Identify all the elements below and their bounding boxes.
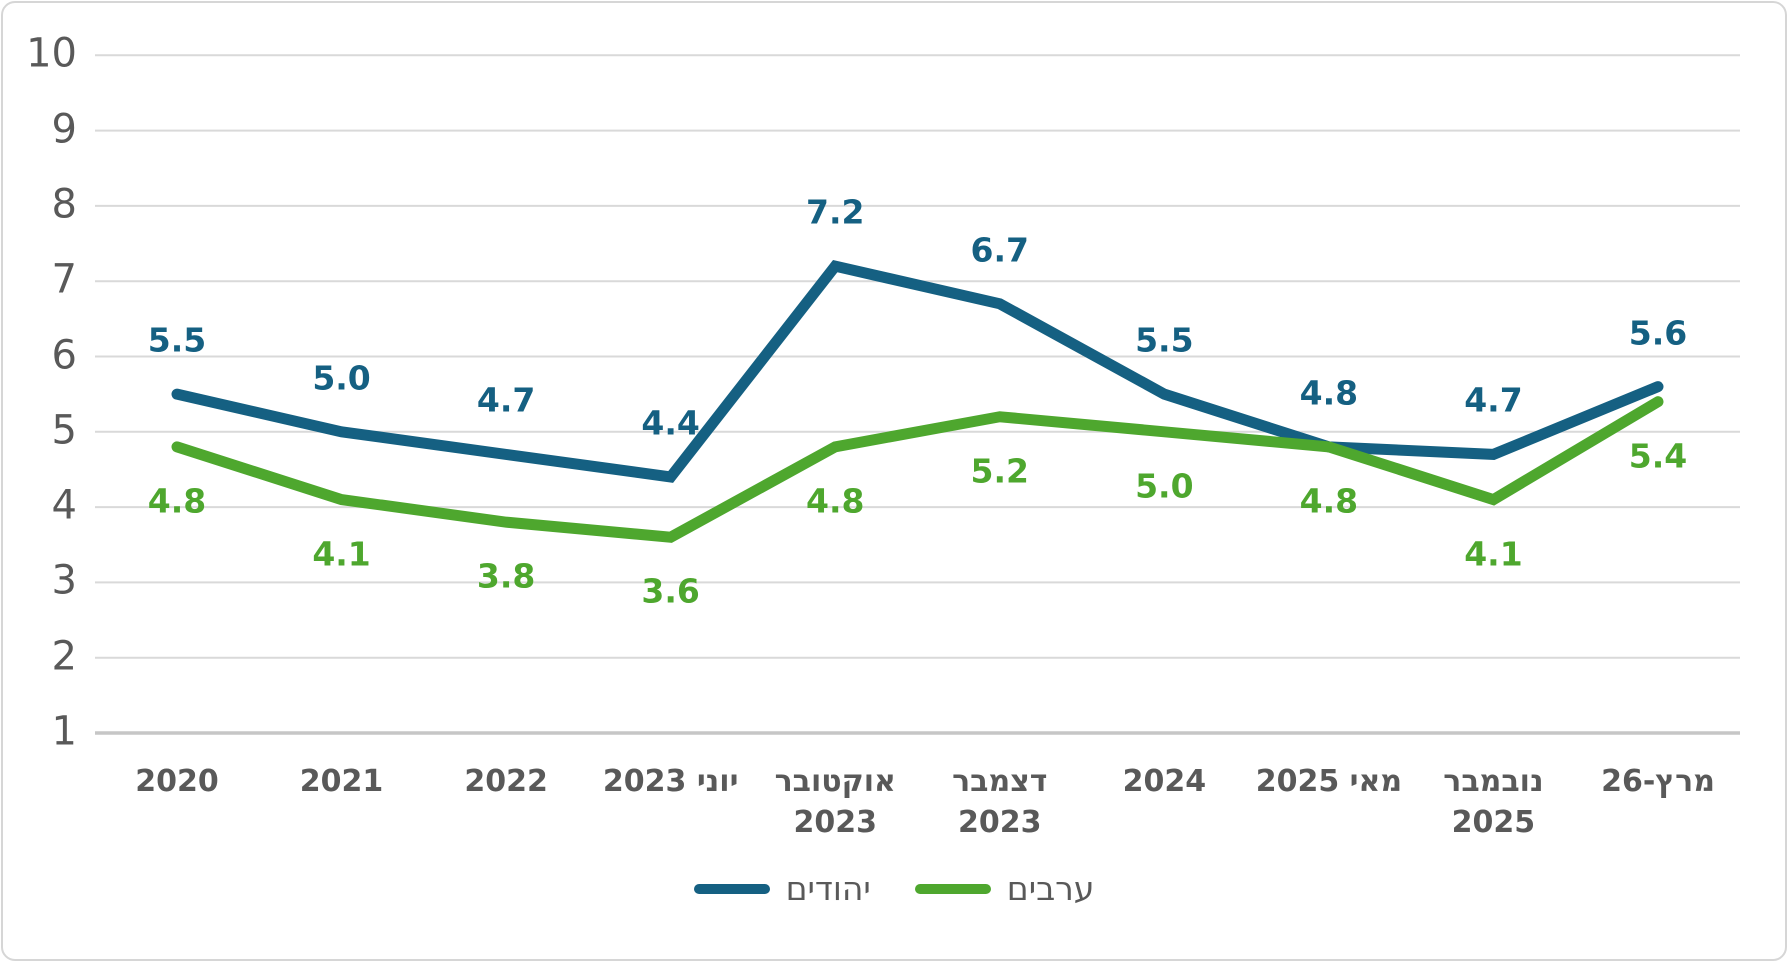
data-label: 4.8 <box>805 481 865 521</box>
x-tick-label: נובמבר 2025 <box>1443 764 1544 840</box>
x-tick-label: 2021 <box>299 764 384 799</box>
y-tick-label: 3 <box>51 557 77 604</box>
data-label: 4.8 <box>147 481 207 521</box>
legend-swatch-jews <box>693 883 770 894</box>
x-tick-label: 2020 <box>135 764 219 799</box>
x-tick-label: 2024 <box>1122 764 1207 799</box>
data-label: 4.8 <box>1299 373 1359 413</box>
data-label: 5.4 <box>1628 436 1688 476</box>
data-label: 5.5 <box>147 320 207 360</box>
y-tick-label: 5 <box>51 407 77 454</box>
y-tick-label: 10 <box>26 30 77 77</box>
data-label: 4.4 <box>641 403 700 443</box>
data-label: 3.6 <box>641 571 700 611</box>
y-tick-label: 4 <box>51 482 77 529</box>
data-label: 4.1 <box>1464 534 1523 574</box>
y-tick-label: 9 <box>51 105 77 152</box>
data-label: 7.2 <box>805 192 865 232</box>
legend-swatch-arabs <box>914 883 991 894</box>
legend: יהודים ערבים <box>0 872 1788 905</box>
y-tick-label: 8 <box>51 181 77 228</box>
x-tick-label: מרץ-26 <box>1601 764 1715 799</box>
x-tick-label: מאי 2025 <box>1255 764 1403 799</box>
data-label: 6.7 <box>970 230 1029 270</box>
data-label: 5.2 <box>970 451 1029 491</box>
legend-label-jews: יהודים <box>785 869 871 908</box>
series-line-1 <box>171 396 1664 543</box>
legend-item-jews: יהודים <box>693 869 871 908</box>
data-label: 5.0 <box>312 358 371 398</box>
y-tick-label: 2 <box>51 633 77 680</box>
data-label: 4.1 <box>312 534 371 574</box>
data-label: 3.8 <box>476 556 536 596</box>
series-line-0 <box>171 259 1664 483</box>
y-tick-label: 1 <box>51 708 77 755</box>
x-tick-label: יוני 2023 <box>602 764 739 799</box>
data-label: 4.7 <box>476 380 536 420</box>
x-tick-label: דצמבר 2023 <box>952 764 1048 840</box>
gridlines <box>95 54 1740 735</box>
y-tick-label: 6 <box>51 331 77 378</box>
x-tick-label: 2022 <box>464 764 548 799</box>
legend-item-arabs: ערבים <box>914 869 1095 908</box>
data-label: 5.0 <box>1135 466 1194 506</box>
series-lines <box>171 259 1664 543</box>
legend-label-arabs: ערבים <box>1006 869 1095 908</box>
x-tick-label: אוקטובר 2023 <box>774 764 896 840</box>
data-label: 5.6 <box>1628 313 1688 353</box>
data-label: 4.7 <box>1464 380 1523 420</box>
y-tick-label: 7 <box>51 256 77 303</box>
data-label: 5.5 <box>1135 320 1194 360</box>
data-label: 4.8 <box>1299 481 1359 521</box>
